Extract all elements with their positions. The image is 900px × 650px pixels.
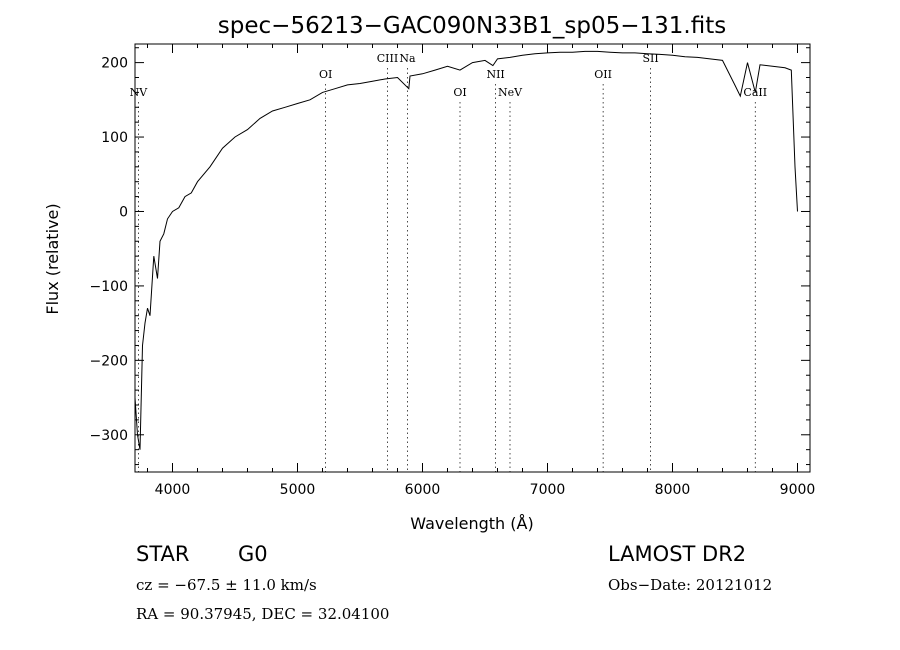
x-axis-label: Wavelength (Å) <box>410 514 533 533</box>
plot-frame <box>134 43 811 473</box>
x-tick-label: 4000 <box>155 482 191 498</box>
spectral-line-label: NeV <box>498 86 523 99</box>
spectrum-line <box>134 50 798 450</box>
y-tick-label: −100 <box>90 279 128 295</box>
spectral-line-label: Na <box>399 52 416 65</box>
spectral-line-label: OI <box>319 68 332 81</box>
observation-date: Obs−Date: 20121012 <box>608 576 773 594</box>
plot-area: 4000 5000 6000 7000 8000 9000 −300 −200 −100 0 100… <box>90 43 816 498</box>
y-tick-label: 100 <box>101 130 128 146</box>
spectral-subclass: G0 <box>238 542 268 566</box>
coordinates-readout: RA = 90.37945, DEC = 32.04100 <box>136 605 390 623</box>
velocity-readout: cz = −67.5 ± 11.0 km/s <box>136 576 317 594</box>
chart-title: spec−56213−GAC090N33B1_sp05−131.fits <box>218 13 726 39</box>
y-tick-label: 0 <box>119 204 128 220</box>
x-tick-label: 6000 <box>405 482 441 498</box>
x-tick-label: 8000 <box>655 482 691 498</box>
spectrum-chart: spec−56213−GAC090N33B1_sp05−131.fits 400… <box>43 13 816 533</box>
x-tick-label: 5000 <box>280 482 316 498</box>
spectral-line-label: CIII <box>377 52 398 65</box>
survey-name: LAMOST DR2 <box>608 542 747 566</box>
y-tick-label: 200 <box>101 56 128 72</box>
spectral-line-label: OII <box>594 68 612 81</box>
object-type: STAR <box>136 542 190 566</box>
spectral-line-label: SII <box>643 52 659 65</box>
y-tick-label: −200 <box>90 353 128 369</box>
x-tick-label: 9000 <box>780 482 816 498</box>
spectral-line-label: NV <box>130 86 149 99</box>
spectral-line-label: OI <box>453 86 466 99</box>
x-tick-label: 7000 <box>530 482 566 498</box>
y-tick-label: −300 <box>90 428 128 444</box>
y-axis-label: Flux (relative) <box>43 203 62 314</box>
spectral-line-label: NII <box>486 68 504 81</box>
